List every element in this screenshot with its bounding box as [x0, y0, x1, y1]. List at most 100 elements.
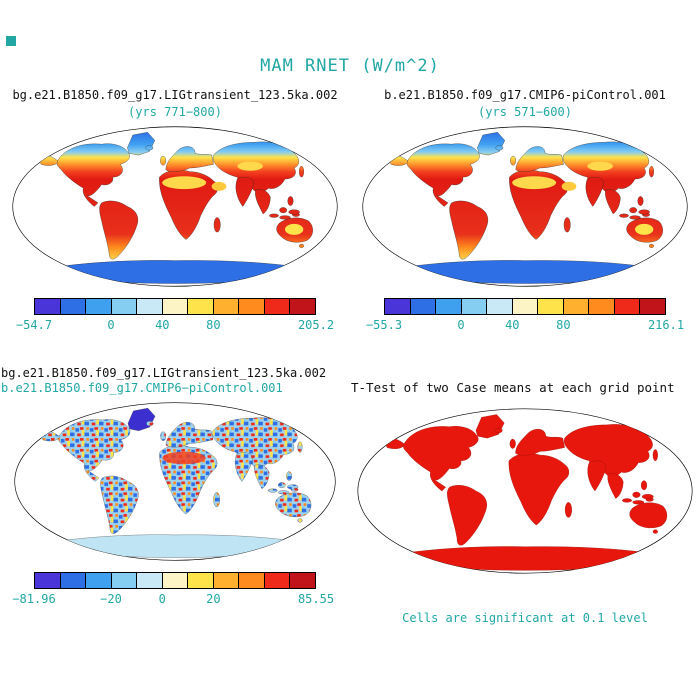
island-britain — [160, 431, 167, 441]
colorbar-pic-ticks: −55.3 0 40 80 216.1 — [366, 318, 684, 334]
colorbar-lig — [34, 298, 316, 315]
island-new-guinea — [641, 494, 654, 500]
island-iceland — [145, 421, 154, 426]
colorbar-cell — [436, 299, 462, 314]
colorbar-cell — [35, 573, 61, 588]
continent-south-america — [100, 475, 139, 534]
colorbar-tick-label: −20 — [100, 592, 122, 606]
island-madagascar — [213, 217, 221, 233]
continent-north-america — [406, 143, 480, 207]
region-india — [587, 460, 607, 492]
colorbar-cell — [563, 299, 590, 314]
region-southeast-asia — [607, 473, 624, 499]
colorbar-lig-ticks: −54.7 0 40 80 205.2 — [16, 318, 334, 334]
colorbar-cell — [86, 299, 112, 314]
panel-picontrol: b.e21.B1850.f09_g17.CMIP6-piControl.001 … — [351, 88, 699, 334]
region-india — [585, 176, 604, 207]
island-iceland — [495, 145, 504, 151]
colorbar-cell — [188, 299, 214, 314]
colorbar-cell — [137, 573, 163, 588]
island-britain — [510, 155, 516, 166]
desert-australia-overlay — [635, 223, 654, 235]
continent-south-america — [447, 485, 487, 546]
island-java — [278, 490, 290, 495]
island-philippines — [287, 196, 294, 206]
colorbar-cell — [538, 299, 564, 314]
island-new-guinea — [638, 209, 650, 215]
panel-lig-subtitle: (yrs 771−800) — [128, 105, 222, 119]
colorbar-tick-label: 0 — [457, 318, 465, 332]
island-java — [629, 215, 641, 220]
region-southeast-asia — [254, 464, 270, 489]
world-map — [12, 126, 338, 287]
panel-diff-title-line1: bg.e21.B1850.f09_g17.LIGtransient_123.5k… — [1, 366, 327, 380]
colorbar-tick-label: 80 — [206, 318, 221, 332]
colorbar-cell — [640, 299, 666, 314]
map-lig — [10, 124, 340, 289]
island-sumatra — [269, 213, 279, 218]
colorbar-tick-label: 20 — [206, 592, 221, 606]
panel-lig-title: bg.e21.B1850.f09_g17.LIGtransient_123.5k… — [12, 88, 338, 102]
colorbar-tick-label: 80 — [556, 318, 571, 332]
continent-europe — [165, 146, 214, 172]
colorbar-tick-label: 205.2 — [297, 318, 335, 332]
island-borneo — [632, 491, 641, 498]
colorbar-tick-label: 0 — [107, 318, 115, 332]
colorbar-cell — [385, 299, 411, 314]
island-madagascar — [564, 502, 572, 518]
panel-pic-title: b.e21.B1850.f09_g17.CMIP6-piControl.001 — [384, 88, 666, 102]
colorbar-tick-label: −54.7 — [15, 318, 53, 332]
colorbar-cell — [111, 573, 138, 588]
continent-south-america — [99, 200, 139, 260]
figure-title: MAM RNET (W/m^2) — [260, 56, 440, 76]
island-madagascar — [563, 217, 571, 233]
region-southeast-asia — [605, 189, 621, 215]
colorbar-cell — [487, 299, 513, 314]
panel-lig-transient: bg.e21.B1850.f09_g17.LIGtransient_123.5k… — [1, 88, 349, 334]
island-java — [632, 500, 645, 505]
panel-pic-subtitle: (yrs 571−600) — [478, 105, 572, 119]
colorbar-cell — [264, 299, 291, 314]
island-sumatra — [619, 213, 629, 218]
island-borneo — [279, 207, 287, 214]
island-japan — [297, 441, 303, 453]
desert-sahara-overlay — [162, 451, 206, 465]
colorbar-cell — [512, 299, 539, 314]
island-borneo — [278, 482, 286, 488]
island-sumatra — [622, 498, 632, 503]
colorbar-cell — [86, 573, 112, 588]
colorbar-cell — [137, 299, 163, 314]
island-iceland — [145, 145, 154, 151]
colorbar-tick-label: 0 — [158, 592, 166, 606]
island-tasmania — [652, 529, 658, 534]
panel-difference: bg.e21.B1850.f09_g17.LIGtransient_123.5k… — [1, 366, 349, 608]
island-new-guinea — [288, 209, 300, 215]
panel-diff-title-line2: b.e21.B1850.f09_g17.CMIP6−piControl.001 — [1, 381, 283, 395]
colorbar-cell — [264, 573, 291, 588]
colorbar-tick-label: 216.1 — [647, 318, 685, 332]
island-philippines — [641, 480, 647, 491]
map-ttest — [355, 405, 695, 577]
region-india — [235, 176, 254, 207]
desert-central-asia-overlay — [237, 161, 263, 171]
desert-sahara-overlay — [162, 176, 207, 190]
desert-australia-overlay — [285, 223, 304, 235]
island-new-guinea — [287, 484, 299, 490]
colorbar-diff — [34, 572, 316, 589]
desert-sahara-overlay — [512, 176, 557, 190]
map-difference — [12, 400, 338, 563]
colorbar-cell — [188, 573, 214, 588]
colorbar-cell — [239, 299, 265, 314]
island-britain — [160, 155, 166, 166]
island-madagascar — [213, 492, 220, 508]
colorbar-cell — [162, 299, 189, 314]
island-japan — [649, 166, 654, 178]
colorbar-tick-label: 40 — [155, 318, 170, 332]
island-sumatra — [268, 488, 278, 493]
corner-mark — [6, 36, 16, 46]
region-southeast-asia — [255, 189, 271, 215]
continent-africa — [508, 453, 570, 526]
continent-australia — [275, 492, 312, 518]
colorbar-cell — [213, 573, 240, 588]
colorbar-pic — [384, 298, 666, 315]
